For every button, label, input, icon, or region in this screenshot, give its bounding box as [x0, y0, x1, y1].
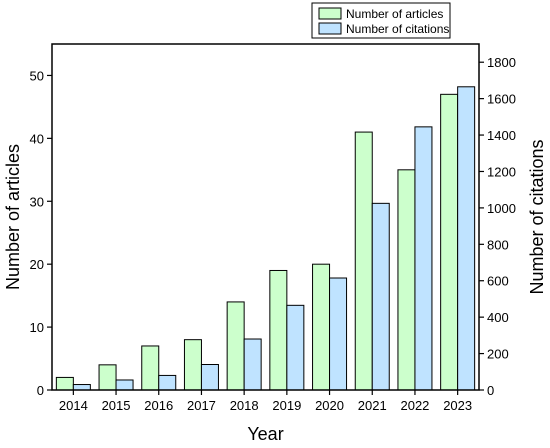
bar-citations-2023 — [457, 86, 476, 391]
y2-tick-label: 200 — [487, 347, 509, 362]
x-tick-label: 2017 — [187, 398, 216, 413]
legend-label-articles: Number of articles — [346, 7, 443, 21]
y2-tick-label: 800 — [487, 237, 509, 252]
bar-articles-2021 — [354, 131, 373, 391]
y-axis-title: Number of articles — [3, 144, 23, 290]
bar-citations-2020 — [329, 277, 348, 391]
y2-tick-label: 1800 — [487, 55, 516, 70]
x-tick-label: 2016 — [144, 398, 173, 413]
x-tick-label: 2023 — [443, 398, 472, 413]
y-tick-label: 50 — [30, 68, 44, 83]
legend-swatch-citations — [318, 22, 342, 35]
bar-citations-2019 — [286, 304, 305, 391]
y2-tick-label: 1000 — [487, 201, 516, 216]
bar-articles-2017 — [183, 339, 202, 391]
y2-tick-label: 1600 — [487, 92, 516, 107]
y-tick-label: 0 — [37, 383, 44, 398]
bar-citations-2022 — [414, 126, 433, 391]
x-tick-label: 2015 — [102, 398, 131, 413]
bars-layer — [55, 86, 476, 391]
y-tick-label: 40 — [30, 131, 44, 146]
bar-articles-2022 — [397, 169, 416, 391]
x-tick-label: 2018 — [230, 398, 259, 413]
x-axis-title: Year — [247, 424, 283, 444]
y-tick-label: 10 — [30, 320, 44, 335]
y2-tick-label: 0 — [487, 383, 494, 398]
x-tick-label: 2020 — [315, 398, 344, 413]
plot-frame — [51, 43, 480, 391]
bar-citations-2017 — [200, 364, 219, 391]
bar-articles-2015 — [98, 364, 117, 391]
ticks-layer: 2014 2015 2016 2017 2018 2019 2020 2021 2022 2023… — [30, 55, 516, 413]
bar-articles-2020 — [312, 263, 331, 391]
y2-tick-label: 600 — [487, 274, 509, 289]
y2-tick-label: 1400 — [487, 128, 516, 143]
y2-tick-label: 400 — [487, 310, 509, 325]
legend: Number of articles Number of citations — [311, 2, 451, 39]
bar-citations-2014 — [72, 384, 91, 391]
legend-label-citations: Number of citations — [346, 22, 449, 36]
y2-tick-label: 1200 — [487, 164, 516, 179]
bar-articles-2019 — [269, 269, 288, 391]
bar-citations-2016 — [158, 374, 177, 391]
bar-citations-2015 — [115, 379, 134, 391]
bar-articles-2023 — [440, 93, 459, 391]
bar-citations-2018 — [243, 338, 262, 391]
y-tick-label: 30 — [30, 194, 44, 209]
y2-axis-title: Number of citations — [527, 139, 547, 294]
x-tick-label: 2022 — [400, 398, 429, 413]
x-tick-label: 2014 — [59, 398, 88, 413]
legend-swatch-articles — [318, 7, 342, 20]
bar-articles-2018 — [226, 301, 245, 391]
y-tick-label: 20 — [30, 257, 44, 272]
x-tick-label: 2021 — [358, 398, 387, 413]
bar-articles-2014 — [55, 376, 74, 391]
bar-citations-2021 — [371, 202, 390, 391]
x-tick-label: 2019 — [272, 398, 301, 413]
bar-articles-2016 — [141, 345, 160, 391]
